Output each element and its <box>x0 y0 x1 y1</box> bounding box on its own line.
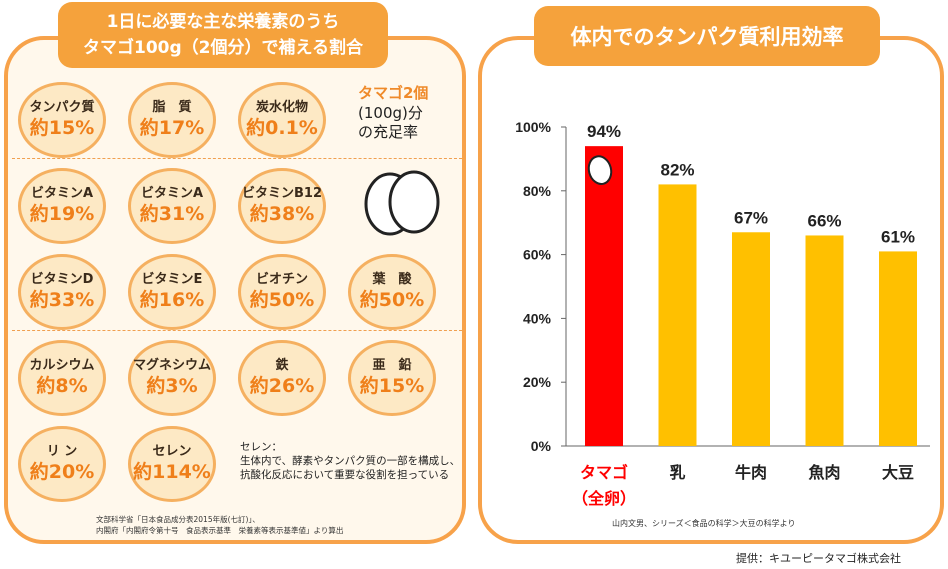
x-tick-label: タマゴ <box>580 463 628 482</box>
x-tick-label: 牛肉 <box>735 463 767 482</box>
note-title: タマゴ2個 <box>358 84 429 102</box>
note-line: (100g)分 <box>358 104 423 122</box>
y-tick-label: 40% <box>523 310 552 326</box>
nutrient-value: 約33% <box>29 289 95 311</box>
x-tick-label: 乳 <box>669 463 685 482</box>
data-label: 94% <box>587 122 621 141</box>
nutrient-value: 約15% <box>359 375 425 397</box>
nutrient-name: 亜 鉛 <box>372 358 412 373</box>
y-tick-label: 20% <box>523 374 552 390</box>
nutrients-title-line2: タマゴ100g（2個分）で補える割合 <box>83 38 363 58</box>
nutrient-magnesium: マグネシウム 約3% <box>128 340 216 416</box>
nutrient-selenium: セレン 約114% <box>128 426 216 502</box>
nutrient-name: ビタミンA <box>30 186 94 201</box>
nutrient-folic-acid: 葉 酸 約50% <box>348 254 436 330</box>
nutrient-name: 葉 酸 <box>372 272 412 287</box>
nutrient-name: 鉄 <box>275 358 289 373</box>
nutrient-name: マグネシウム <box>132 358 211 373</box>
nutrient-vitamin-d: ビタミンD 約33% <box>18 254 106 330</box>
note-line: の充足率 <box>358 123 419 141</box>
nutrient-name: ビタミンA <box>140 186 204 201</box>
nutrient-value: 約19% <box>29 203 95 225</box>
nutrient-value: 約15% <box>29 117 95 139</box>
y-tick-label: 0% <box>531 438 552 454</box>
nutrient-name: リ ン <box>46 444 78 459</box>
selenium-note: セレン： 生体内で、酵素やタンパク質の一部を構成し、 抗酸化反応において重要な役… <box>240 440 468 482</box>
nutrient-name: ビオチン <box>255 272 308 287</box>
nutrient-value: 約20% <box>29 461 95 483</box>
nutrient-value: 約50% <box>249 289 315 311</box>
nutrient-value: 約17% <box>139 117 205 139</box>
bar <box>732 232 770 446</box>
nutrient-vitamin-a-2: ビタミンA 約31% <box>128 168 216 244</box>
nutrients-source: 文部科学省「日本食品成分表2015年版(七訂)」、 内閣府「内閣府令第十号 食品… <box>96 514 343 536</box>
nutrient-value: 約114% <box>133 461 211 483</box>
egg-icon <box>587 155 613 185</box>
nutrient-vitamin-a-1: ビタミンA 約19% <box>18 168 106 244</box>
selenium-note-line: 抗酸化反応において重要な役割を担っている <box>240 469 450 481</box>
nutrient-fat: 脂 質 約17% <box>128 82 216 158</box>
divider <box>12 330 462 331</box>
data-label: 61% <box>881 227 915 246</box>
bar <box>658 184 697 447</box>
source-line: 内閣府「内閣府令第十号 食品表示基準 栄養素等表示基準値」より算出 <box>96 526 344 535</box>
nutrient-iron: 鉄 約26% <box>238 340 326 416</box>
nutrient-calcium: カルシウム 約8% <box>18 340 106 416</box>
nutrient-name: ビタミンB12 <box>242 186 322 201</box>
eggs-icon <box>364 170 440 236</box>
nutrient-value: 約3% <box>146 375 198 397</box>
nutrient-value: 約50% <box>359 289 425 311</box>
nutrients-title: 1日に必要な主な栄養素のうち タマゴ100g（2個分）で補える割合 <box>58 2 388 68</box>
x-tick-label: 大豆 <box>882 463 914 482</box>
nutrients-title-line1: 1日に必要な主な栄養素のうち <box>106 12 340 32</box>
data-label: 66% <box>807 211 841 230</box>
nutrient-value: 約26% <box>249 375 315 397</box>
nutrient-value: 約16% <box>139 289 205 311</box>
bar <box>879 251 917 446</box>
nutrient-protein: タンパク質 約15% <box>18 82 106 158</box>
nutrient-name: ビタミンE <box>141 272 203 287</box>
y-tick-label: 100% <box>515 119 551 135</box>
nutrient-name: タンパク質 <box>29 100 95 115</box>
chart-source: 山内文男、シリーズ＜食品の科学＞大豆の科学より <box>612 519 796 528</box>
nutrient-name: カルシウム <box>29 358 95 373</box>
selenium-note-line: セレン： <box>240 441 282 453</box>
note-body: (100g)分 の充足率 <box>358 104 423 142</box>
divider <box>12 158 462 159</box>
nutrient-biotin: ビオチン 約50% <box>238 254 326 330</box>
credit: 提供：キユーピータマゴ株式会社 <box>736 552 901 565</box>
chart-title: 体内でのタンパク質利用効率 <box>534 6 880 66</box>
y-tick-label: 80% <box>523 183 552 199</box>
nutrient-value: 約0.1% <box>246 117 318 139</box>
nutrient-value: 約31% <box>139 203 205 225</box>
x-tick-label: 魚肉 <box>808 463 840 482</box>
bar <box>585 146 623 446</box>
nutrient-phosphorus: リ ン 約20% <box>18 426 106 502</box>
protein-chart-panel <box>478 36 944 544</box>
nutrient-name: 炭水化物 <box>255 100 308 115</box>
nutrient-zinc: 亜 鉛 約15% <box>348 340 436 416</box>
nutrient-name: ビタミンD <box>30 272 94 287</box>
nutrient-carbohydrate: 炭水化物 約0.1% <box>238 82 326 158</box>
selenium-note-line: 生体内で、酵素やタンパク質の一部を構成し、 <box>240 455 461 467</box>
y-tick-label: 60% <box>523 247 552 263</box>
data-label: 67% <box>734 208 768 227</box>
source-line: 文部科学省「日本食品成分表2015年版(七訂)」、 <box>96 515 260 524</box>
nutrient-name: セレン <box>152 444 192 459</box>
nutrient-value: 約8% <box>36 375 88 397</box>
nutrient-vitamin-b12: ビタミンB12 約38% <box>238 168 326 244</box>
x-tick-label: （全卵） <box>572 489 636 508</box>
bar <box>805 235 844 446</box>
nutrient-name: 脂 質 <box>152 100 192 115</box>
data-label: 82% <box>660 160 694 179</box>
nutrient-vitamin-e: ビタミンE 約16% <box>128 254 216 330</box>
nutrient-value: 約38% <box>249 203 315 225</box>
